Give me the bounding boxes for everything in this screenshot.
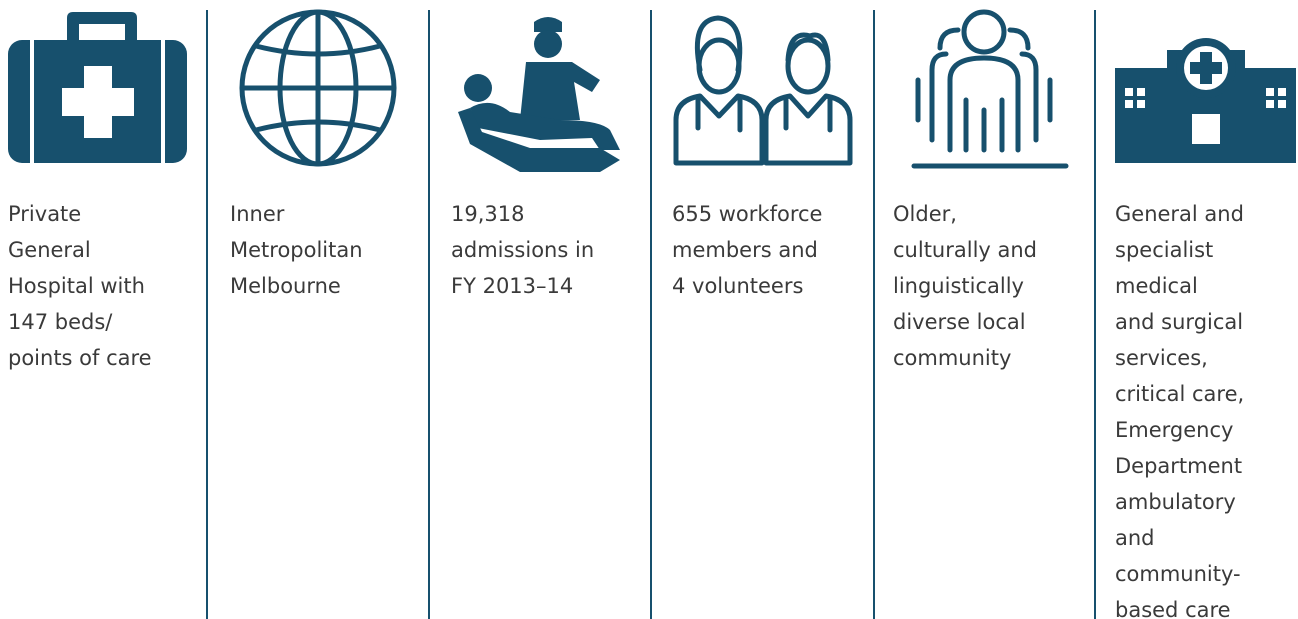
text-line: 655 workforce xyxy=(672,202,822,226)
item-text: Older, culturally and linguistically divers… xyxy=(893,202,1037,370)
text-line: medical xyxy=(1115,274,1198,298)
text-line: services, xyxy=(1115,346,1208,370)
item-text: 655 workforce members and 4 volunteers xyxy=(672,202,822,298)
text-line: Older, xyxy=(893,202,957,226)
text-line: General and xyxy=(1115,202,1244,226)
text-line: diverse local xyxy=(893,310,1026,334)
text-line: critical care, xyxy=(1115,382,1244,406)
doctors-icon xyxy=(673,15,853,166)
text-line: 19,318 xyxy=(451,202,524,226)
text-line: ambulatory xyxy=(1115,490,1236,514)
text-line: based care xyxy=(1115,598,1231,619)
text-line: members and xyxy=(672,238,818,262)
text-line: specialist xyxy=(1115,238,1213,262)
text-line: and xyxy=(1115,526,1155,550)
dividers xyxy=(206,10,1096,619)
text-line: and surgical xyxy=(1115,310,1243,334)
text-line: points of care xyxy=(8,346,152,370)
item-text: Inner Metropolitan Melbourne xyxy=(230,202,363,298)
text-line: Emergency xyxy=(1115,418,1233,442)
community-icon xyxy=(911,9,1069,169)
text-line: Department xyxy=(1115,454,1242,478)
patient-icon xyxy=(458,17,620,172)
text-line: FY 2013–14 xyxy=(451,274,573,298)
text-line: culturally and xyxy=(893,238,1037,262)
item-text: Private General Hospital with 147 beds/poin… xyxy=(8,202,152,370)
text-line: linguistically xyxy=(893,274,1024,298)
item-text: 19,318 admissions in FY 2013–14 xyxy=(451,202,594,298)
text-line: admissions in xyxy=(451,238,594,262)
text-line: 147 beds/ xyxy=(8,310,113,334)
text-line: Melbourne xyxy=(230,274,341,298)
text-line: community xyxy=(893,346,1011,370)
text-line: 4 volunteers xyxy=(672,274,803,298)
globe-icon xyxy=(239,9,397,167)
text-line: Inner xyxy=(230,202,285,226)
text-line: Hospital with xyxy=(8,274,145,298)
text-line: Metropolitan xyxy=(230,238,363,262)
text-line: community- xyxy=(1115,562,1241,586)
item-text: General and specialist medical and surgical… xyxy=(1115,202,1244,619)
text-line: General xyxy=(8,238,91,262)
text-line: Private xyxy=(8,202,81,226)
hospital-icon xyxy=(1115,38,1296,163)
medical-bag-icon xyxy=(8,12,187,163)
